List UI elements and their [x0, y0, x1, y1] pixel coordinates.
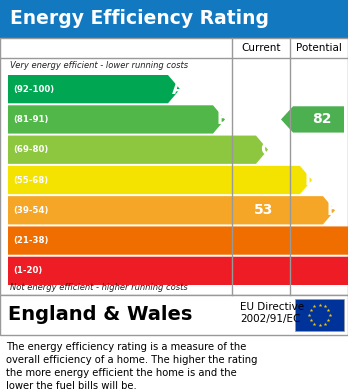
Text: C: C [260, 141, 272, 159]
Text: 82: 82 [312, 113, 331, 126]
Polygon shape [8, 136, 268, 164]
Text: The energy efficiency rating is a measure of the: The energy efficiency rating is a measur… [6, 342, 246, 352]
Text: (55-68): (55-68) [13, 176, 48, 185]
Polygon shape [8, 196, 335, 224]
Text: (92-100): (92-100) [13, 84, 54, 93]
Text: (39-54): (39-54) [13, 206, 48, 215]
Text: EU Directive
2002/91/EC: EU Directive 2002/91/EC [240, 302, 304, 324]
Polygon shape [8, 257, 348, 285]
Text: Very energy efficient - lower running costs: Very energy efficient - lower running co… [10, 61, 188, 70]
Text: (69-80): (69-80) [13, 145, 48, 154]
Text: (1-20): (1-20) [13, 266, 42, 275]
Polygon shape [281, 106, 344, 133]
Text: E: E [327, 201, 338, 219]
Polygon shape [8, 105, 225, 134]
Text: Not energy efficient - higher running costs: Not energy efficient - higher running co… [10, 283, 188, 292]
Text: England & Wales: England & Wales [8, 305, 192, 325]
Text: Energy Efficiency Rating: Energy Efficiency Rating [10, 9, 269, 29]
Bar [0, 38, 348, 295]
Text: Potential: Potential [296, 43, 342, 53]
Text: (21-38): (21-38) [13, 236, 48, 245]
Polygon shape [8, 75, 180, 103]
Text: the more energy efficient the home is and the: the more energy efficient the home is an… [6, 368, 237, 378]
Polygon shape [223, 197, 287, 223]
Polygon shape [8, 226, 348, 255]
Text: D: D [304, 171, 318, 189]
Polygon shape [8, 166, 312, 194]
Text: B: B [217, 110, 230, 128]
Text: A: A [172, 80, 185, 98]
Text: overall efficiency of a home. The higher the rating: overall efficiency of a home. The higher… [6, 355, 258, 365]
Text: Current: Current [241, 43, 281, 53]
Text: (81-91): (81-91) [13, 115, 48, 124]
Bar [295, 299, 344, 331]
Text: 53: 53 [254, 203, 274, 217]
Text: lower the fuel bills will be.: lower the fuel bills will be. [6, 381, 137, 391]
Text: The energy efficiency rating is a measure of the overall efficiency of a home. T: The energy efficiency rating is a measur… [0, 390, 1, 391]
Bar [0, 295, 348, 335]
Bar [0, 0, 348, 38]
